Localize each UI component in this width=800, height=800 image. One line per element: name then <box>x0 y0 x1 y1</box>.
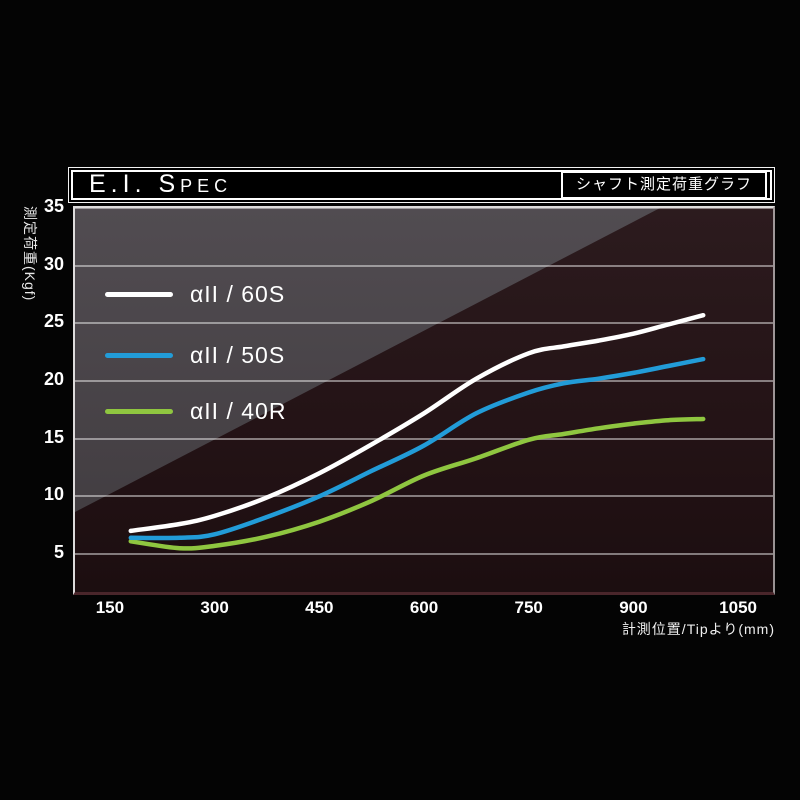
chart-subtitle-box: シャフト測定荷重グラフ <box>560 171 767 199</box>
x-axis-ticks: 150 300 450 600 750 900 1050 <box>75 597 773 619</box>
legend-label-0: αII / 60S <box>190 280 286 307</box>
chart-header: E.I. Spec シャフト測定荷重グラフ <box>68 167 775 203</box>
y-axis-ticks: 5 10 15 20 25 30 35 <box>14 196 64 590</box>
y-tick-20: 20 <box>43 369 64 389</box>
gridline-y-15 <box>75 437 773 440</box>
y-tick-5: 5 <box>53 541 64 562</box>
legend-swatch-1 <box>105 352 173 358</box>
legend-item-0: αII / 60S <box>105 280 285 308</box>
y-tick-25: 25 <box>43 311 64 332</box>
x-axis-label: 計測位置/Tipより(mm) <box>621 621 775 637</box>
legend-item-1: αII / 50S <box>105 341 285 369</box>
gridline-y-20 <box>75 380 773 382</box>
gridline-y-25 <box>75 322 773 325</box>
line-chart <box>128 312 706 551</box>
legend-label-2: αII / 40R <box>190 397 287 424</box>
curve-series-0 <box>128 312 706 534</box>
x-tick-150: 150 <box>95 598 125 617</box>
chart-title: E.I. Spec <box>89 169 233 198</box>
legend-swatch-2 <box>105 408 173 414</box>
y-tick-35: 35 <box>43 196 64 216</box>
gridline-y-30 <box>75 264 773 267</box>
x-tick-1050: 1050 <box>719 598 757 617</box>
y-tick-15: 15 <box>43 426 64 447</box>
legend-swatch-0 <box>105 291 173 297</box>
chart-subtitle: シャフト測定荷重グラフ <box>575 176 752 194</box>
x-tick-900: 900 <box>619 598 648 617</box>
curve-series-2 <box>128 416 706 551</box>
gridline-y-10 <box>75 495 773 498</box>
chart-header-inner: E.I. Spec シャフト測定荷重グラフ <box>71 170 772 200</box>
x-tick-300: 300 <box>200 598 229 617</box>
y-tick-10: 10 <box>43 484 64 505</box>
plot-area: αII / 60S αII / 50S αII / 40R <box>73 206 775 595</box>
x-tick-750: 750 <box>514 598 543 617</box>
gridline-y-5 <box>75 552 773 555</box>
x-tick-450: 450 <box>305 598 334 617</box>
legend-label-1: αII / 50S <box>190 341 286 368</box>
x-tick-600: 600 <box>409 598 439 617</box>
curve-series-1 <box>128 356 706 541</box>
y-tick-30: 30 <box>43 253 64 274</box>
legend-item-2: αII / 40R <box>105 397 286 425</box>
gridline-y-35 <box>75 208 773 209</box>
